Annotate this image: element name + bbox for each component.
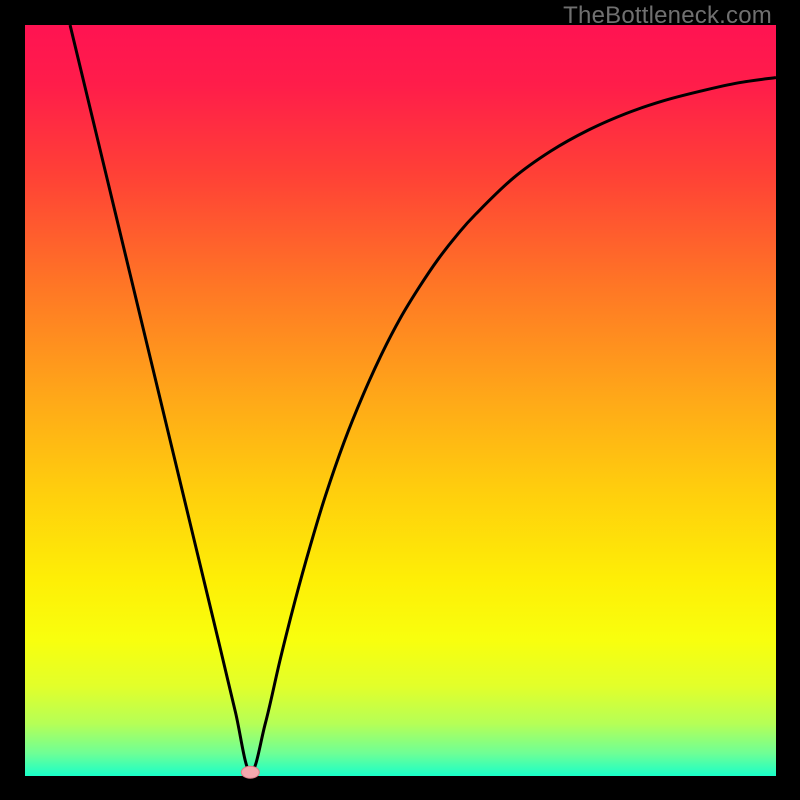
minimum-marker <box>241 766 259 778</box>
bottleneck-chart: TheBottleneck.com <box>0 0 800 800</box>
chart-svg <box>0 0 800 800</box>
chart-background <box>25 25 776 776</box>
